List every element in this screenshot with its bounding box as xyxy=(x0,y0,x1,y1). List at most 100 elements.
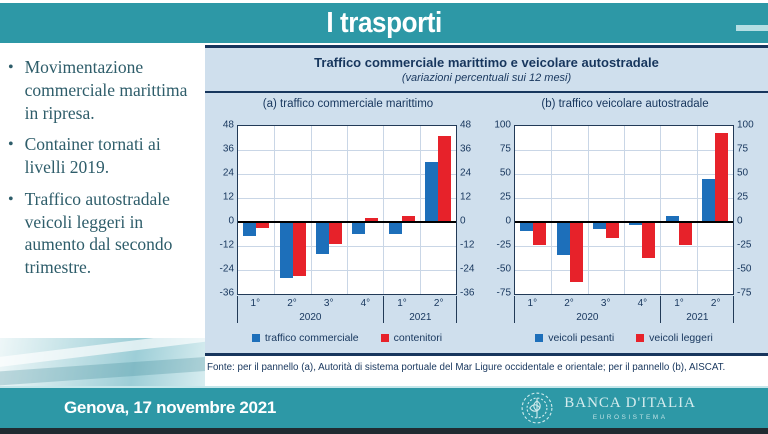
y-tick-label: -12 xyxy=(460,239,475,251)
x-tick-label: 4° xyxy=(360,298,371,309)
zero-line xyxy=(515,221,733,223)
bar xyxy=(556,222,570,255)
bar xyxy=(569,222,583,283)
y-axis-right: 48 36 24 12 0 -12 -24 -36 xyxy=(457,120,479,299)
year-separator xyxy=(514,296,515,323)
bar xyxy=(256,222,270,228)
y-tick-label: 100 xyxy=(494,119,511,131)
panel-title: (b) traffico veicolare autostradale xyxy=(541,98,709,110)
y-tick-label: -50 xyxy=(737,263,752,275)
y-tick-label: 24 xyxy=(222,167,234,179)
figure-subtitle: (variazioni percentuali sui 12 mesi) xyxy=(401,72,572,84)
year-separator xyxy=(456,296,457,323)
legend-swatch-icon xyxy=(251,334,260,342)
y-axis-left: 100 75 50 25 0 -25 -50 -75 xyxy=(492,120,514,299)
list-item: • Traffico autostradale veicoli leggeri … xyxy=(8,188,197,279)
bank-logo: BANCA D'ITALIA EUROSISTEMA xyxy=(520,391,696,425)
year-label: 2020 xyxy=(299,312,322,323)
y-axis-left: 48 36 24 12 0 -12 -24 -36 xyxy=(215,120,237,299)
bullet-text: Movimentazione commerciale marittima in … xyxy=(24,57,188,123)
legend: traffico commerciale contenitori xyxy=(237,332,457,344)
y-tick-label: 0 xyxy=(737,215,743,227)
figure-title: Traffico commerciale marittimo e veicola… xyxy=(314,55,659,70)
bar xyxy=(629,222,643,225)
y-tick-label: 36 xyxy=(460,143,472,155)
y-tick-label: 0 xyxy=(228,215,234,227)
x-tick-label: 2° xyxy=(710,298,721,309)
y-tick-label: 48 xyxy=(222,119,234,131)
chart-maritime: (a) traffico commerciale marittimo 48 36 24… xyxy=(215,98,481,351)
bar xyxy=(292,222,306,276)
zero-line xyxy=(238,221,456,223)
y-tick-label: -36 xyxy=(219,287,234,299)
decorative-image xyxy=(0,338,205,388)
figure-body: (a) traffico commerciale marittimo 48 36 24… xyxy=(205,93,768,351)
bar xyxy=(714,132,728,222)
gridline-vertical xyxy=(383,126,385,294)
gridline-vertical xyxy=(274,126,276,294)
y-tick-label: 100 xyxy=(737,119,754,131)
quarter-row: 1° 2° 3° 4° 1° 2° xyxy=(237,295,457,310)
y-tick-label: -75 xyxy=(496,287,511,299)
y-tick-label: 48 xyxy=(460,119,472,131)
legend-swatch-icon xyxy=(380,334,389,342)
legend-item: veicoli leggeri xyxy=(636,332,713,344)
x-tick-label: 1° xyxy=(250,298,261,309)
chart-grid: 48 36 24 12 0 -12 -24 -36 48 36 24 12 0 -12 -24 -36 xyxy=(215,120,481,299)
source-note: Fonte: per il pannello (a), Autorità di … xyxy=(205,353,768,385)
bank-logo-text: BANCA D'ITALIA EUROSISTEMA xyxy=(564,395,696,421)
bullet-panel: • Movimentazione commerciale marittima i… xyxy=(0,43,205,388)
gridline-vertical xyxy=(310,126,312,294)
chart-grid: 100 75 50 25 0 -25 -50 -75 100 75 50 25 0 -25 -50 -75 xyxy=(492,120,758,299)
bar xyxy=(388,222,402,234)
year-label: 2021 xyxy=(409,312,432,323)
bar xyxy=(533,222,547,246)
figure: Traffico commerciale marittimo e veicola… xyxy=(205,45,768,385)
bar xyxy=(605,222,619,239)
x-tick-label: 4° xyxy=(637,298,648,309)
gridline-vertical xyxy=(419,126,421,294)
bar xyxy=(592,222,606,229)
legend-label: contenitori xyxy=(393,332,443,344)
plot-area xyxy=(514,125,734,295)
gridline-vertical xyxy=(347,126,348,294)
bullet-text: Container tornati ai livelli 2019. xyxy=(24,134,161,177)
bar xyxy=(365,218,379,222)
bullet-icon: • xyxy=(8,59,14,76)
y-tick-label: 25 xyxy=(499,191,511,203)
y-tick-label: 25 xyxy=(737,191,749,203)
x-tick-label: 1° xyxy=(674,298,684,309)
legend-swatch-icon xyxy=(636,334,645,342)
gridline-vertical xyxy=(587,126,589,294)
bar xyxy=(665,216,679,222)
bar xyxy=(678,222,692,246)
year-separator xyxy=(383,296,385,323)
bar xyxy=(352,222,366,234)
gridline-vertical xyxy=(551,126,553,294)
bullet-list: • Movimentazione commerciale marittima i… xyxy=(8,56,197,279)
legend-label: veicoli pesanti xyxy=(548,332,615,344)
x-tick-label: 2° xyxy=(564,298,574,309)
x-axis: 1° 2° 3° 4° 1° 2° 2020 2021 xyxy=(514,295,734,325)
y-tick-label: -12 xyxy=(219,239,234,251)
chart-road: (b) traffico veicolare autostradale 100 75… xyxy=(492,98,758,351)
gridline-vertical xyxy=(624,126,625,294)
bar xyxy=(437,136,451,222)
page-title-text: I trasporti xyxy=(326,7,442,39)
year-separator xyxy=(237,296,238,323)
gridline-vertical xyxy=(660,126,662,294)
year-row: 2020 2021 xyxy=(237,310,457,325)
quarter-row: 1° 2° 3° 4° 1° 2° xyxy=(514,295,734,310)
year-separator xyxy=(733,296,734,323)
y-tick-label: 75 xyxy=(737,143,749,155)
band-accent xyxy=(736,25,768,31)
y-tick-label: 36 xyxy=(222,143,234,155)
y-tick-label: -25 xyxy=(737,239,752,251)
x-axis: 1° 2° 3° 4° 1° 2° 2020 2021 xyxy=(237,295,457,325)
y-tick-label: 0 xyxy=(505,215,511,227)
bar xyxy=(243,222,257,236)
bar xyxy=(701,178,715,222)
list-item: • Movimentazione commerciale marittima i… xyxy=(8,56,197,124)
legend-label: traffico commerciale xyxy=(264,332,359,344)
